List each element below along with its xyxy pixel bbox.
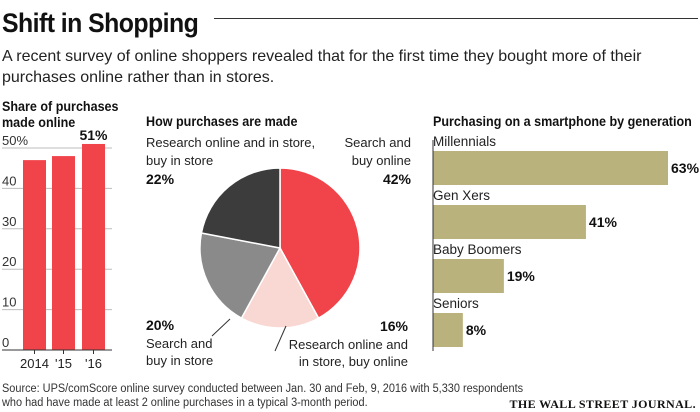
x-tick-label: '15 [55, 356, 72, 371]
generation-label: Baby Boomers [433, 242, 522, 257]
bar [433, 151, 668, 185]
bar-value-label: 8% [466, 322, 487, 338]
pie-slice [200, 167, 281, 249]
chart-title: Shift in Shopping [2, 8, 199, 38]
pie-slice [279, 167, 361, 320]
leader-line [211, 318, 231, 337]
slice-value: 42% [383, 171, 412, 187]
y-tick-label: 40 [2, 173, 16, 188]
how-purchases-pie-chart: Search and buy online 42% Research online a… [146, 135, 412, 369]
generation-label: Gen Xers [433, 188, 490, 203]
title-rule [214, 18, 698, 19]
pie-slice-label: Research online and in store, buy in stor… [146, 135, 315, 187]
title-row: Shift in Shopping [2, 8, 698, 48]
pie-slice [240, 246, 320, 329]
bar [433, 313, 463, 347]
smartphone-chart-title: Purchasing on a smartphone by generation [433, 114, 692, 129]
share-of-purchases-chart: 0 10 20 30 40 50% 51% 2014 '15 '16 [2, 130, 112, 371]
bar-value-label: 19% [507, 268, 536, 284]
slice-name: Research online and in store, buy in stor… [146, 135, 315, 168]
y-tick-label: 50% [2, 133, 28, 148]
smartphone-generation-chart: Millennials 63% Gen Xers 41% Baby Boomers 19%… [432, 134, 700, 351]
pie-chart-title: How purchases are made [146, 114, 298, 129]
y-tick-label: 0 [2, 335, 9, 350]
slice-value: 20% [146, 317, 175, 333]
y-tick-label: 10 [2, 295, 16, 310]
x-tick-label: 2014 [20, 356, 49, 371]
bar [82, 143, 105, 350]
generation-label: Seniors [433, 296, 479, 311]
share-chart-title: Share of purchases made online [2, 99, 119, 130]
bar-value-label: 41% [589, 214, 618, 230]
generation-label: Millennials [433, 134, 496, 149]
bar [23, 160, 46, 350]
bar [52, 156, 75, 350]
slice-value: 16% [380, 318, 409, 334]
pie-slice-label: Research online and in store, buy online 1… [289, 318, 409, 369]
pie-slice [199, 232, 282, 320]
bar-value-label: 63% [671, 160, 700, 176]
y-tick-label: 20 [2, 254, 16, 269]
slice-name: Search and buy in store [146, 336, 213, 368]
bar [433, 259, 504, 293]
slice-name: Research online and in store, buy online [289, 337, 408, 369]
source-note: Source: UPS/comScore online survey condu… [2, 383, 524, 409]
chart-subtitle: A recent survey of online shoppers revea… [2, 48, 642, 86]
slice-value: 22% [146, 171, 175, 187]
pie-slice-label: Search and buy online 42% [345, 135, 412, 187]
pie-slice-label: Search and buy in store 20% [146, 317, 213, 368]
leader-line [274, 325, 287, 352]
y-tick-label: 30 [2, 214, 16, 229]
slice-name: Search and buy online [345, 135, 412, 168]
bar-value-label: 51% [79, 130, 108, 143]
publisher-logo: THE WALL STREET JOURNAL. [509, 397, 696, 411]
bar [433, 205, 586, 239]
x-tick-label: '16 [85, 356, 102, 371]
